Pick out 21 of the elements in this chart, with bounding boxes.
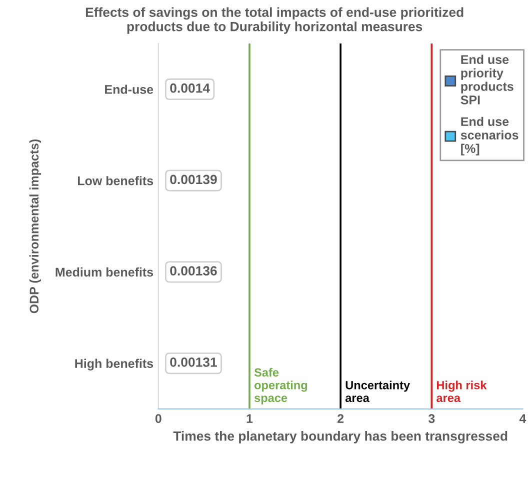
data-label: 0.00139 bbox=[170, 174, 217, 184]
chart-title: Effects of savings on the total impacts of end-use prioritized products due to Durability horizontal measures bbox=[86, 7, 464, 34]
x-tick-label: 3 bbox=[428, 414, 435, 424]
ref-line-label: High risk area bbox=[436, 380, 487, 402]
x-tick-label: 2 bbox=[338, 414, 344, 423]
ref-line-label: Safe operating space bbox=[254, 368, 308, 404]
x-tick-label: 0 bbox=[155, 414, 162, 424]
data-label: 0.00136 bbox=[170, 266, 217, 276]
legend-label: End use scenarios [%] bbox=[460, 116, 518, 156]
y-tick-label: Low benefits bbox=[78, 176, 154, 186]
y-axis-title: ODP (environmental impacts) bbox=[29, 139, 42, 314]
data-label: 0.00131 bbox=[170, 358, 217, 367]
y-tick-label: High benefits bbox=[75, 358, 154, 370]
ref-line-label: Uncertainty area bbox=[345, 380, 410, 402]
y-tick-label: End-use bbox=[105, 84, 154, 94]
y-tick-label: Medium benefits bbox=[56, 267, 154, 277]
x-axis-title: Times the planetary boundary has been transgressed bbox=[173, 431, 508, 444]
data-label: 0.0014 bbox=[170, 83, 210, 93]
x-tick-label: 1 bbox=[246, 414, 253, 423]
x-tick-label: 4 bbox=[519, 414, 526, 423]
legend-label: End use priority products SPI bbox=[460, 54, 514, 104]
